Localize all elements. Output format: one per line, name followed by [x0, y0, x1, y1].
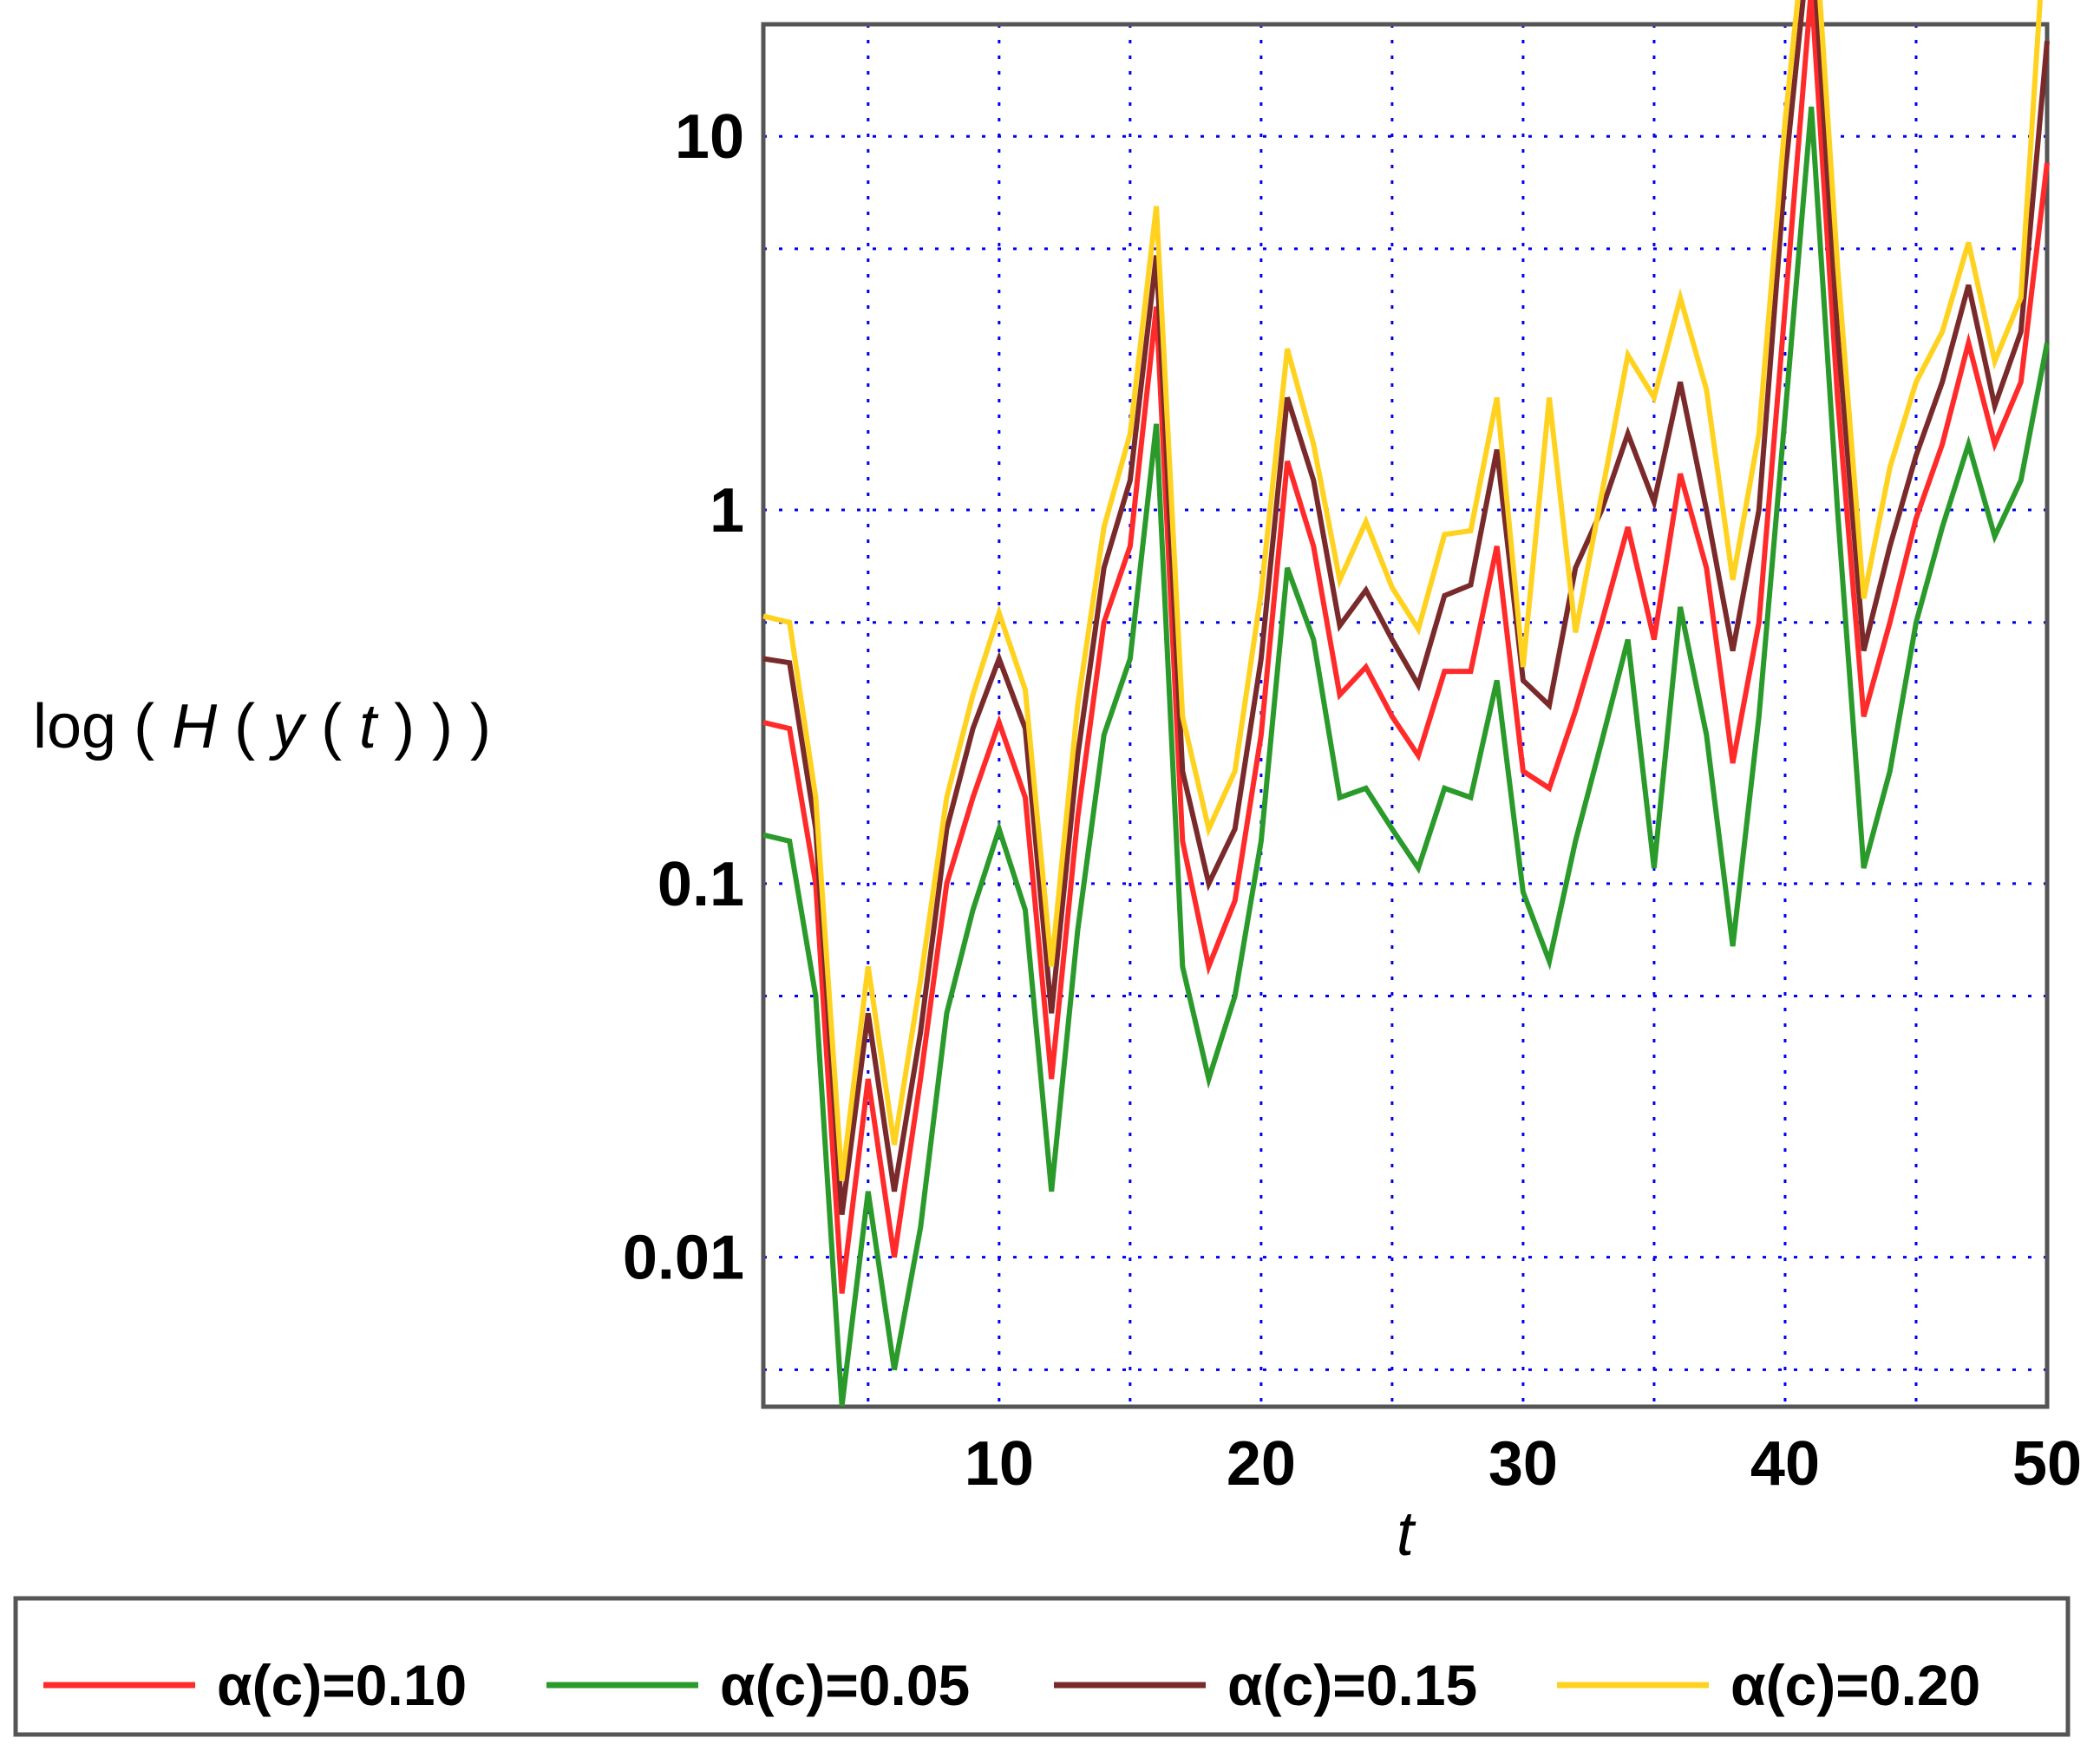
x-tick-labels: 10 20 30 40 50 [965, 1429, 2082, 1499]
legend-label: α(c)=0.10 [217, 1653, 467, 1717]
y-tick-label: 10 [675, 102, 744, 172]
y-tick-label: 0.01 [623, 1224, 744, 1293]
series-line [762, 0, 2043, 1182]
legend-label: α(c)=0.20 [1730, 1653, 1980, 1717]
x-tick-label: 20 [1227, 1429, 1296, 1499]
y-tick-labels: 10 1 0.1 0.01 [623, 102, 744, 1292]
series-line [762, 106, 2050, 1407]
y-axis-label: log ( H ( y ( t ) ) ) [33, 692, 491, 761]
series-lines [762, 0, 2050, 1407]
y-tick-label: 0.1 [658, 850, 744, 919]
x-tick-label: 50 [2012, 1429, 2082, 1499]
legend: α(c)=0.10 α(c)=0.05 α(c)=0.15 α(c)=0.20 [43, 1653, 1980, 1717]
x-tick-label: 30 [1488, 1429, 1558, 1499]
series-line [762, 0, 2050, 1294]
x-tick-label: 40 [1750, 1429, 1820, 1499]
series-line [762, 0, 2050, 1215]
legend-box [13, 1596, 2071, 1737]
legend-label: α(c)=0.15 [1227, 1653, 1477, 1717]
legend-label: α(c)=0.05 [720, 1653, 970, 1717]
plot-frame [761, 22, 2050, 1409]
x-axis-label: t [1397, 1499, 1416, 1569]
x-tick-label: 10 [965, 1429, 1034, 1499]
y-tick-label: 1 [710, 476, 744, 546]
plot-grid [763, 24, 2049, 1407]
